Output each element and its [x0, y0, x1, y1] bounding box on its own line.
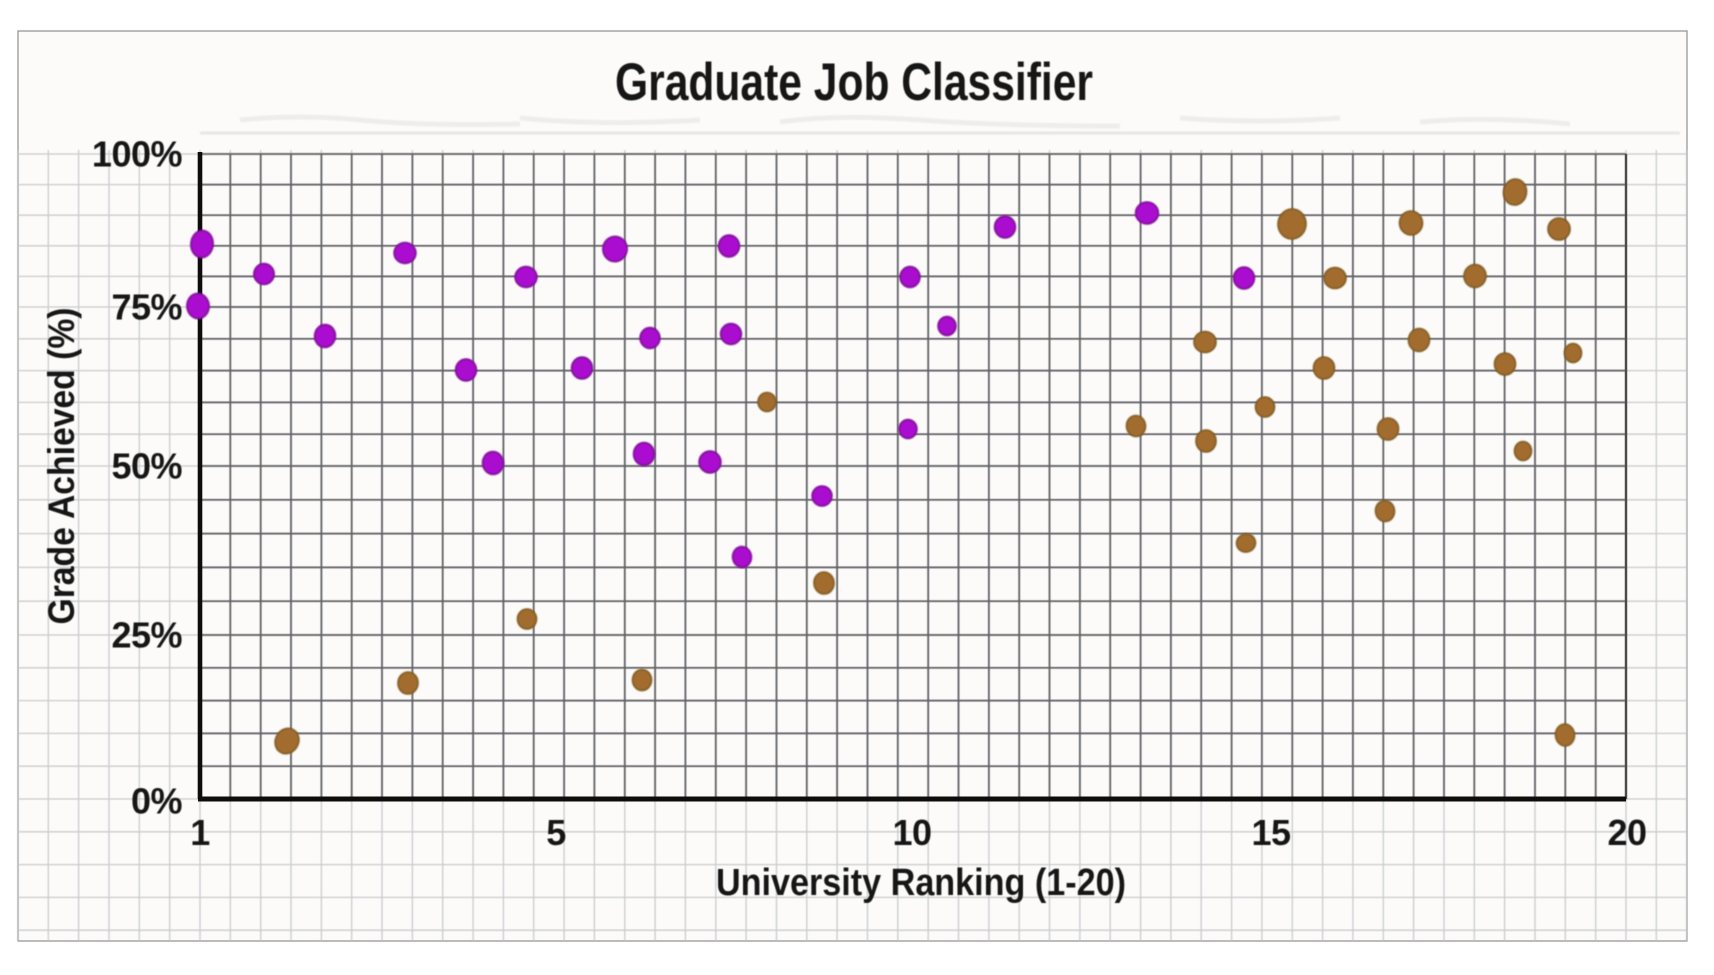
svg-text:25%: 25% [111, 615, 182, 656]
svg-text:50%: 50% [111, 446, 182, 487]
svg-text:1: 1 [190, 812, 210, 853]
svg-text:100%: 100% [92, 134, 183, 175]
svg-text:15: 15 [1251, 812, 1291, 853]
svg-text:75%: 75% [111, 287, 182, 328]
svg-text:Grade Achieved (%): Grade Achieved (%) [41, 308, 82, 625]
svg-text:0%: 0% [131, 781, 183, 822]
svg-text:Graduate Job Classifier: Graduate Job Classifier [615, 53, 1093, 112]
svg-text:10: 10 [892, 812, 931, 853]
svg-text:20: 20 [1607, 812, 1646, 853]
svg-text:University Ranking (1-20): University Ranking (1-20) [716, 862, 1126, 904]
svg-text:5: 5 [546, 812, 566, 853]
